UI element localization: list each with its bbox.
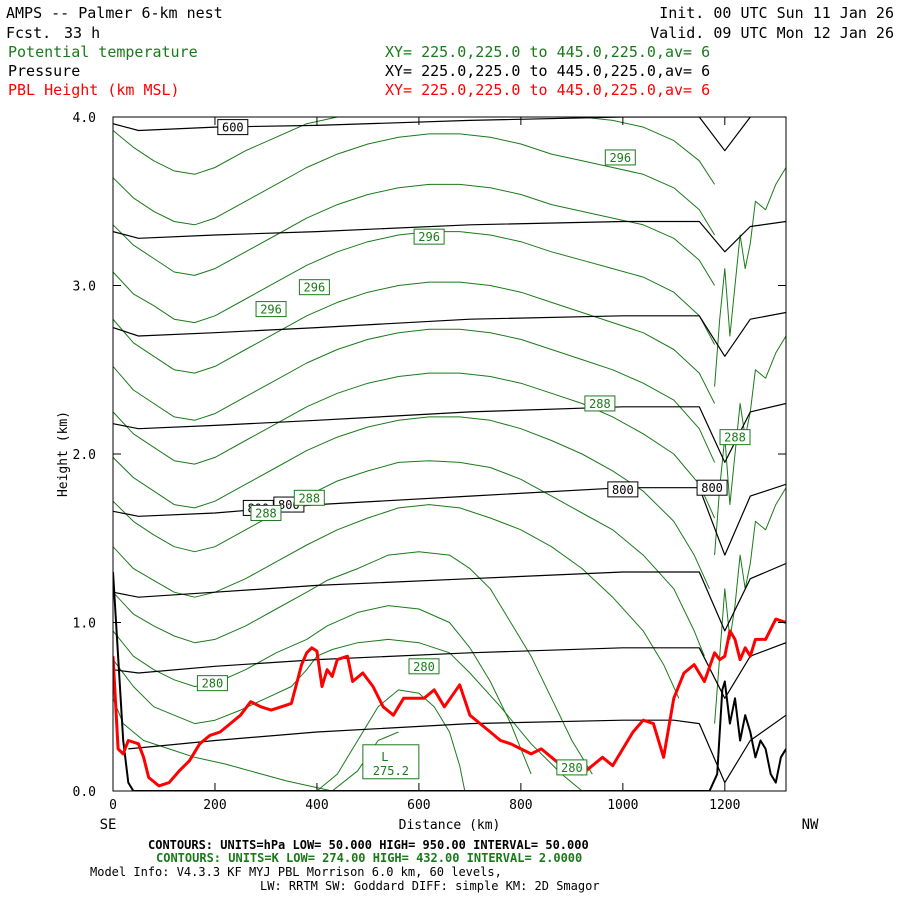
footer-model-info: Model Info: V4.3.3 KF MYJ PBL Morrison 6… <box>90 865 502 879</box>
contour-label-7: 296 <box>304 281 326 295</box>
contour-label-box-7 <box>298 279 330 296</box>
contour-label-12: 288 <box>255 506 277 520</box>
contour-label-5: 296 <box>609 151 631 165</box>
contour-label-box-11 <box>293 489 325 506</box>
contour-label-14: 280 <box>202 677 224 691</box>
y-axis-title: Height (km) <box>56 411 71 497</box>
plot-lines <box>113 117 786 791</box>
x-end-left-label: SE <box>100 817 117 833</box>
pressure-contour-800 <box>113 483 786 556</box>
contour-label-0: 600 <box>222 121 244 135</box>
contour-label-10: 288 <box>724 431 746 445</box>
low-label-box <box>362 744 420 780</box>
contour-label-8: 296 <box>260 303 282 317</box>
pressure-contour-650 <box>113 220 786 253</box>
footer-pressure-contours: CONTOURS: UNITS=hPa LOW= 50.000 HIGH= 95… <box>148 838 589 852</box>
theta-contour-11 <box>113 231 716 345</box>
valid-time: Valid. 09 UTC Mon 12 Jan 26 <box>650 24 894 42</box>
theta-contour-5 <box>113 504 680 699</box>
contour-labels: 6008008008008002962962962962882882882882… <box>196 119 751 780</box>
init-time: Init. 00 UTC Sun 11 Jan 26 <box>659 4 894 22</box>
contour-label-box-4 <box>696 479 728 496</box>
forecast-hour: 33 h <box>64 24 100 42</box>
footer-theta-contours: CONTOURS: UNITS=K LOW= 274.00 HIGH= 432.… <box>156 851 582 865</box>
field-xy-pbl: XY= 225.0,225.0 to 445.0,225.0,av= 6 <box>385 81 710 99</box>
contour-label-4: 800 <box>701 481 723 495</box>
pressure-contour-950 <box>128 714 786 784</box>
forecast-label: Fcst. <box>6 24 51 42</box>
theta-contour-6 <box>113 460 705 657</box>
y-tick-label-0.0: 0.0 <box>73 785 96 800</box>
contour-label-11: 288 <box>298 491 320 505</box>
pressure-contour-700 <box>113 311 786 357</box>
contour-label-box-12 <box>250 504 282 521</box>
contour-label-box-10 <box>719 429 751 446</box>
contour-label-box-8 <box>255 301 287 318</box>
terrain-line <box>113 571 786 791</box>
theta-contour-10 <box>113 281 716 404</box>
theta-contour-13 <box>113 133 716 236</box>
x-axis-title: Distance (km) <box>399 818 501 833</box>
contour-label-15: 280 <box>561 761 583 775</box>
theta-contour-7 <box>113 416 710 590</box>
field-name-pressure: Pressure <box>8 62 80 80</box>
contour-label-box-6 <box>413 228 445 245</box>
x-tick-label-200: 200 <box>203 798 226 813</box>
y-tick-label-2.0: 2.0 <box>73 448 96 463</box>
field-xy-pressure: XY= 225.0,225.0 to 445.0,225.0,av= 6 <box>385 62 710 80</box>
y-tick-label-4.0: 4.0 <box>73 111 96 126</box>
contour-label-box-3 <box>607 481 639 498</box>
model-title: AMPS -- Palmer 6-km nest <box>6 4 223 22</box>
theta-contour-12 <box>113 183 716 286</box>
x-tick-label-800: 800 <box>509 798 532 813</box>
field-name-pbl: PBL Height (km MSL) <box>8 81 180 99</box>
theta-contour-17 <box>714 167 786 387</box>
contour-label-box-15 <box>556 759 588 776</box>
y-tick-label-3.0: 3.0 <box>73 280 96 295</box>
x-tick-label-400: 400 <box>305 798 328 813</box>
theta-contour-0 <box>113 698 399 791</box>
contour-label-6: 296 <box>418 230 440 244</box>
contour-label-9: 288 <box>589 397 611 411</box>
pressure-contour-900 <box>113 642 786 699</box>
contour-label-3: 800 <box>612 483 634 497</box>
axes: 0 200 400 600 800 1000 1200 0.0 1.0 2.0 3.0 4.0 Dist… <box>56 111 819 833</box>
x-tick-label-1000: 1000 <box>607 798 638 813</box>
contour-label-box-14 <box>196 675 228 692</box>
low-label-mark: L <box>381 750 388 764</box>
theta-contour-4 <box>113 551 593 775</box>
x-tick-label-0: 0 <box>109 798 117 813</box>
contour-label-13: 280 <box>413 660 435 674</box>
x-tick-label-1200: 1200 <box>709 798 740 813</box>
low-label-value: 275.2 <box>373 764 409 778</box>
footer-physics: LW: RRTM SW: Goddard DIFF: simple KM: 2D… <box>260 879 600 893</box>
theta-contour-16 <box>714 335 786 556</box>
pbl-height-line <box>113 617 786 788</box>
x-end-right-label: NW <box>802 817 819 833</box>
x-tick-label-600: 600 <box>407 798 430 813</box>
pressure-contour-850 <box>113 562 786 632</box>
pressure-contour-600 <box>113 117 757 152</box>
contour-label-box-0 <box>217 119 249 136</box>
theta-contour-8 <box>113 372 716 519</box>
theta-contour-3 <box>113 605 532 775</box>
field-xy-theta: XY= 225.0,225.0 to 445.0,225.0,av= 6 <box>385 43 710 61</box>
y-tick-label-1.0: 1.0 <box>73 617 96 632</box>
theta-contour-9 <box>113 328 716 463</box>
theta-contour-15 <box>714 487 786 724</box>
contour-label-box-9 <box>584 395 616 412</box>
contour-label-box-5 <box>604 149 636 166</box>
theta-contour-1 <box>316 689 466 791</box>
field-name-theta: Potential temperature <box>8 43 198 61</box>
contour-label-box-13 <box>408 658 440 675</box>
